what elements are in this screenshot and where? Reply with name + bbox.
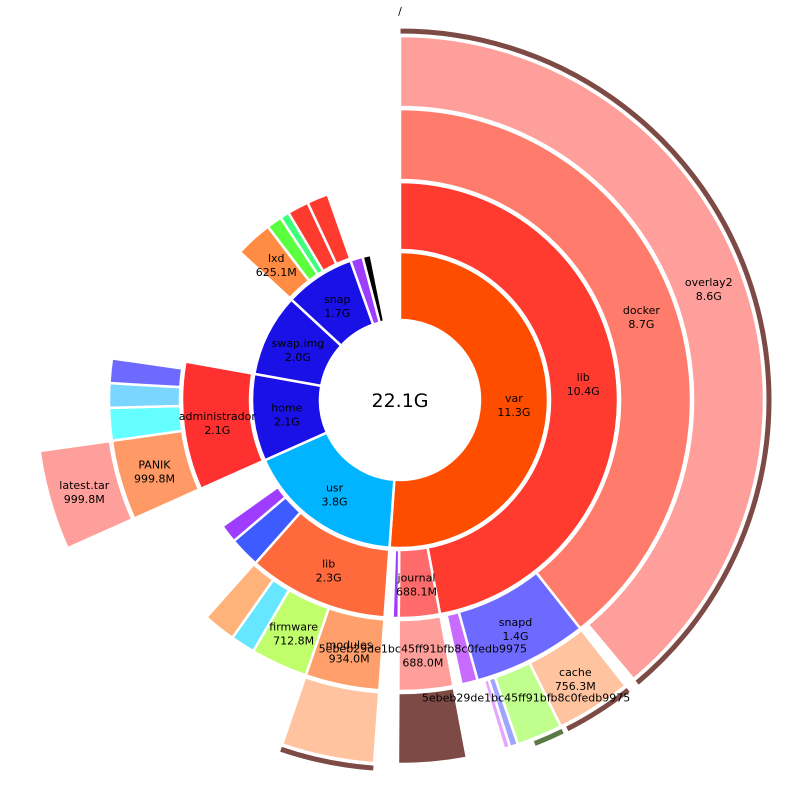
- sunburst-labels: var11.3Glib10.4Gdocker8.7Goverlay28.6Gsn…: [59, 252, 732, 705]
- segment-size-label: 999.8M: [64, 493, 105, 506]
- segment-name-label: administrador: [179, 410, 257, 423]
- segment-name-label: snapd: [499, 616, 532, 629]
- segment-name-label: lib: [322, 558, 335, 571]
- segment-size-label: 756.3M: [555, 680, 596, 693]
- segment-overlay2-r-0-0-0-0: [398, 34, 766, 681]
- segment-latest-tar-r-2-0-0-0: [38, 439, 135, 550]
- segment-segment-r-4-4: [305, 192, 352, 266]
- segment-size-label: 8.7G: [628, 318, 654, 331]
- segment-size-label: 10.4G: [567, 385, 600, 398]
- segment-name-label: snap: [324, 293, 350, 306]
- segment-size-label: 688.0M: [402, 656, 443, 669]
- segment-size-label: 688.1M: [396, 585, 437, 598]
- segment-size-label: 999.8M: [134, 473, 175, 486]
- segment-5ebeb29de1bc45ff91bfb8c0fedb9975-r-0-1-0: [397, 614, 455, 693]
- segment-size-label: 2.3G: [316, 572, 342, 585]
- segment-segment-r-0-0-2: [445, 610, 480, 686]
- segment-name-label: lxd: [268, 252, 285, 265]
- segment-name-label: PANIK: [138, 459, 171, 472]
- segment-segment-r-1-2: [220, 485, 288, 543]
- segment-name-label: home: [271, 402, 302, 415]
- segment-size-label: 2.0G: [285, 351, 311, 364]
- segment-size-label: 8.6G: [696, 290, 722, 303]
- segment-name-label: overlay2: [685, 276, 733, 289]
- segment-name-label: cache: [559, 666, 592, 679]
- segment-name-label: docker: [623, 304, 661, 317]
- segment-segment-r-0-0-1-3: [482, 677, 512, 751]
- segment-var-r-0: [388, 250, 550, 550]
- sunburst-rings: [38, 27, 773, 772]
- segment-administrador-r-2-0: [180, 360, 265, 491]
- segment-size-label: 1.4G: [502, 630, 528, 643]
- segment-segment-r-0-0-0-0-0: [399, 27, 773, 687]
- segment-name-label: firmware: [269, 620, 318, 633]
- segment-name-label: usr: [326, 481, 344, 494]
- segment-name-label: lib: [577, 371, 590, 384]
- segment-docker-r-0-0-0: [398, 107, 693, 631]
- segment-segment-r-0-1-0-0: [396, 686, 469, 766]
- segment-name-label: var: [505, 392, 523, 405]
- segment-segment-r-0-0-1-1-0: [532, 727, 566, 748]
- segment-size-label: 11.3G: [497, 406, 530, 419]
- segment-segment-r-1-0-3: [204, 562, 275, 640]
- segment-size-label: 934.0M: [329, 652, 370, 665]
- segment-size-label: 712.8M: [273, 634, 314, 647]
- segment-name-label: latest.tar: [59, 479, 109, 492]
- segment-segment-r-2-0-3: [108, 356, 184, 389]
- segment-name-label: 5ebeb29de1bc45ff91bfb8c0fedb9975: [422, 691, 630, 704]
- segment-size-label: 1.7G: [324, 307, 350, 320]
- segment-name-label: swap.img: [272, 337, 325, 350]
- segment-size-label: 2.1G: [204, 424, 230, 437]
- segment-segment-r-1-0-0-0-0: [278, 745, 375, 772]
- segment-name-label: 5ebeb29de1bc45ff91bfb8c0fedb9975: [319, 642, 527, 655]
- segment-name-label: modules: [326, 638, 373, 651]
- center-hole: [324, 324, 476, 476]
- segment-segment-r-1-0-0-0: [280, 675, 381, 765]
- segment-segment-r-6: [361, 253, 386, 325]
- center-total-label: 22.1G: [371, 390, 428, 412]
- chart-title: /: [398, 5, 402, 18]
- segment-size-label: 625.1M: [256, 266, 297, 279]
- segment-size-label: 2.1G: [274, 416, 300, 429]
- segment-segment-r-0-0-1-0-0: [564, 686, 632, 733]
- segment-size-label: 3.8G: [322, 495, 348, 508]
- segment-lib-r-0-0: [398, 180, 620, 616]
- segment-name-label: journal: [397, 571, 436, 584]
- segment-segment-r-0-2: [391, 548, 401, 620]
